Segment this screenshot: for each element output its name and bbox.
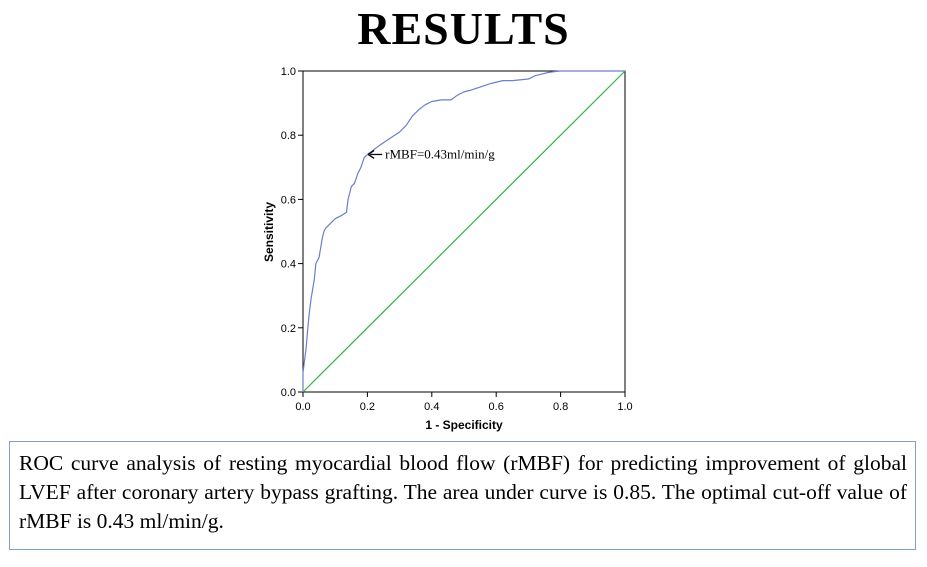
x-tick-label: 1.0: [617, 401, 632, 413]
x-tick-label: 0.0: [295, 401, 310, 413]
annotation-arrow-head: [367, 149, 375, 160]
caption-text: ROC curve analysis of resting myocardial…: [19, 451, 907, 533]
roc-curve-line: [302, 70, 625, 392]
roc-chart: 0.0 0.2 0.4 0.6 0.8 1.0 0.0 0.2 0.4 0.6 0.8 1.0 rM…: [262, 66, 633, 432]
reference-diagonal-line: [302, 70, 626, 393]
x-tick-label: 0.2: [360, 401, 375, 413]
x-tick-label: 0.6: [489, 401, 504, 413]
plot-area-frame: [302, 70, 626, 393]
slide-title: RESULTS: [357, 3, 570, 54]
x-tick-label: 0.8: [553, 401, 568, 413]
y-tick-label: 0.2: [281, 323, 296, 335]
x-axis: 0.0 0.2 0.4 0.6 0.8 1.0: [295, 392, 633, 413]
y-axis-title: Sensitivity: [262, 202, 276, 262]
y-tick-label: 0.8: [281, 130, 296, 142]
annotation-layer: rMBF=0.43ml/min/g: [367, 146, 495, 161]
y-axis: 0.0 0.2 0.4 0.6 0.8 1.0: [281, 66, 303, 399]
annotation-label: rMBF=0.43ml/min/g: [385, 146, 495, 161]
x-tick-label: 0.4: [424, 401, 439, 413]
y-tick-label: 0.6: [281, 194, 296, 206]
caption-box: ROC curve analysis of resting myocardial…: [9, 441, 916, 550]
y-tick-label: 1.0: [281, 66, 296, 78]
y-tick-label: 0.4: [281, 259, 296, 271]
y-tick-label: 0.0: [281, 387, 296, 399]
series-layer: [302, 70, 626, 393]
x-axis-title: 1 - Specificity: [425, 418, 503, 432]
